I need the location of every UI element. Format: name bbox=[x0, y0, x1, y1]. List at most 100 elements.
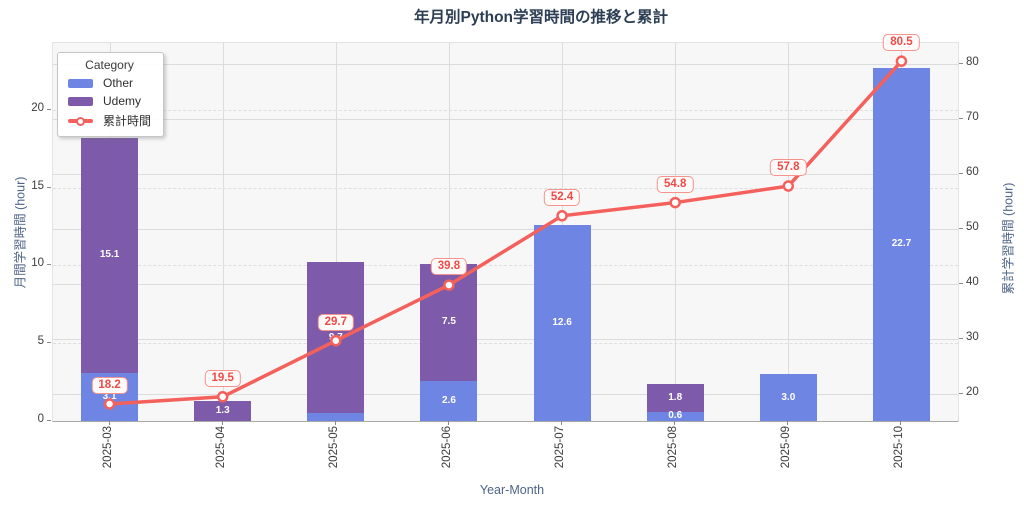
cumulative-annotation: 18.2 bbox=[91, 376, 128, 394]
line-marker bbox=[782, 180, 795, 192]
legend: Category Other Udemy 累計時間 bbox=[57, 52, 165, 137]
gridline-right-axis bbox=[53, 394, 958, 396]
gridline-vertical bbox=[448, 43, 450, 421]
line-marker bbox=[216, 391, 229, 403]
y-tick-right: 70 bbox=[966, 110, 979, 123]
gridline-vertical bbox=[335, 43, 337, 421]
x-tick-label: 2025-06 bbox=[440, 426, 453, 469]
bar-segment-other-2025-06 bbox=[420, 380, 478, 421]
bar-value-label: 7.5 bbox=[441, 316, 456, 328]
y-tick-right: 20 bbox=[966, 386, 979, 399]
bar-value-label: 0.6 bbox=[668, 410, 683, 422]
x-tick-label: 2025-10 bbox=[893, 426, 906, 469]
gridline-right-axis bbox=[53, 63, 958, 65]
y-tick-mark-left bbox=[47, 186, 51, 188]
x-tick-label: 2025-07 bbox=[554, 426, 567, 469]
y-tick-mark-right bbox=[959, 338, 963, 340]
gridline-right-axis bbox=[53, 118, 958, 120]
x-tick-mark bbox=[900, 421, 902, 425]
udemy-swatch-icon bbox=[68, 96, 93, 106]
y-tick-right: 40 bbox=[966, 275, 979, 288]
y-tick-right: 50 bbox=[966, 220, 979, 233]
y-tick-right: 80 bbox=[966, 55, 979, 68]
y-tick-left: 5 bbox=[37, 335, 44, 348]
other-swatch-icon bbox=[68, 78, 93, 88]
legend-item-cumulative: 累計時間 bbox=[68, 112, 151, 129]
y-tick-mark-right bbox=[959, 282, 963, 284]
y-tick-left: 15 bbox=[31, 179, 44, 192]
bar-value-label: 15.1 bbox=[99, 249, 120, 261]
x-axis-title: Year-Month bbox=[479, 483, 545, 497]
y-tick-mark-right bbox=[959, 62, 963, 64]
cumulative-annotation: 57.8 bbox=[770, 159, 807, 177]
gridline-right-axis bbox=[53, 228, 958, 230]
line-marker bbox=[669, 196, 681, 209]
legend-label: 累計時間 bbox=[103, 114, 152, 128]
legend-label: Udemy bbox=[103, 94, 142, 108]
cumulative-annotation: 29.7 bbox=[317, 313, 355, 331]
bar-segment-other-2025-10 bbox=[872, 67, 930, 421]
chart-title: 年月別Python学習時間の推移と累計 bbox=[413, 9, 669, 26]
y-axis-title-left: 月間学習時間 (hour) bbox=[13, 176, 28, 289]
x-tick-mark bbox=[334, 421, 336, 425]
y-tick-mark-left bbox=[47, 342, 51, 344]
cumulative-annotation: 54.8 bbox=[656, 175, 694, 193]
y-tick-right: 60 bbox=[966, 165, 979, 178]
y-tick-left: 20 bbox=[31, 101, 44, 114]
x-tick-mark bbox=[561, 421, 563, 425]
x-tick-mark bbox=[108, 421, 110, 425]
bar-segment-other-2025-08 bbox=[646, 411, 704, 421]
legend-item-udemy: Udemy bbox=[68, 94, 151, 108]
cumulative-line-swatch-icon bbox=[68, 116, 93, 126]
y-tick-left: 0 bbox=[37, 413, 44, 425]
bar-segment-udemy-2025-03 bbox=[81, 137, 139, 373]
cumulative-annotation: 39.8 bbox=[430, 258, 468, 276]
y-tick-mark-right bbox=[959, 117, 963, 119]
x-tick-mark bbox=[674, 421, 676, 425]
x-tick-mark bbox=[447, 421, 449, 425]
x-tick-label: 2025-08 bbox=[667, 426, 680, 469]
legend-label: Other bbox=[103, 76, 134, 90]
bar-segment-udemy-2025-04 bbox=[194, 400, 252, 421]
y-axis-title-right: 累計学習時間 (hour) bbox=[1001, 182, 1016, 295]
y-tick-mark-left bbox=[47, 420, 51, 421]
gridline-left-axis bbox=[53, 109, 958, 111]
bar-value-label: 1.8 bbox=[668, 391, 683, 403]
cumulative-annotation: 80.5 bbox=[883, 34, 920, 52]
y-tick-mark-right bbox=[959, 227, 963, 229]
x-tick-label: 2025-05 bbox=[327, 426, 340, 469]
x-tick-label: 2025-09 bbox=[780, 426, 793, 469]
gridline-right-axis bbox=[53, 173, 958, 175]
bar-segment-other-2025-05 bbox=[307, 413, 365, 421]
y-tick-left: 10 bbox=[31, 257, 44, 270]
gridline-vertical bbox=[222, 43, 224, 421]
x-tick-label: 2025-04 bbox=[214, 426, 227, 469]
gridline-left-axis bbox=[53, 343, 958, 345]
plot-area: 3.115.11.39.72.67.512.60.61.83.022.718.2… bbox=[52, 34, 959, 422]
gridline-vertical bbox=[675, 43, 677, 421]
bar-value-label: 3.0 bbox=[781, 391, 796, 403]
line-marker bbox=[556, 210, 568, 222]
cumulative-annotation: 52.4 bbox=[543, 188, 581, 206]
cumulative-line-chart bbox=[103, 55, 908, 410]
bar-value-label: 3.1 bbox=[102, 390, 117, 402]
line-marker bbox=[895, 55, 908, 67]
y-tick-mark-right bbox=[959, 172, 963, 174]
legend-items: Other Udemy 累計時間 bbox=[68, 76, 151, 129]
x-tick-mark bbox=[221, 421, 223, 425]
x-tick-mark bbox=[787, 421, 789, 425]
gridline-right-axis bbox=[53, 283, 958, 285]
gridline-right-axis bbox=[53, 339, 958, 341]
line-marker bbox=[103, 398, 116, 410]
bar-segment-other-2025-07 bbox=[533, 225, 591, 421]
y-tick-mark-left bbox=[47, 264, 51, 266]
x-tick-label: 2025-03 bbox=[101, 426, 114, 469]
gridline-left-axis bbox=[53, 187, 958, 189]
legend-title: Category bbox=[85, 58, 134, 72]
line-marker bbox=[443, 279, 455, 291]
bar-segment-udemy-2025-08 bbox=[646, 383, 704, 412]
line-marker bbox=[330, 334, 342, 347]
gridline-left-axis bbox=[53, 265, 958, 267]
cumulative-line bbox=[109, 59, 903, 406]
